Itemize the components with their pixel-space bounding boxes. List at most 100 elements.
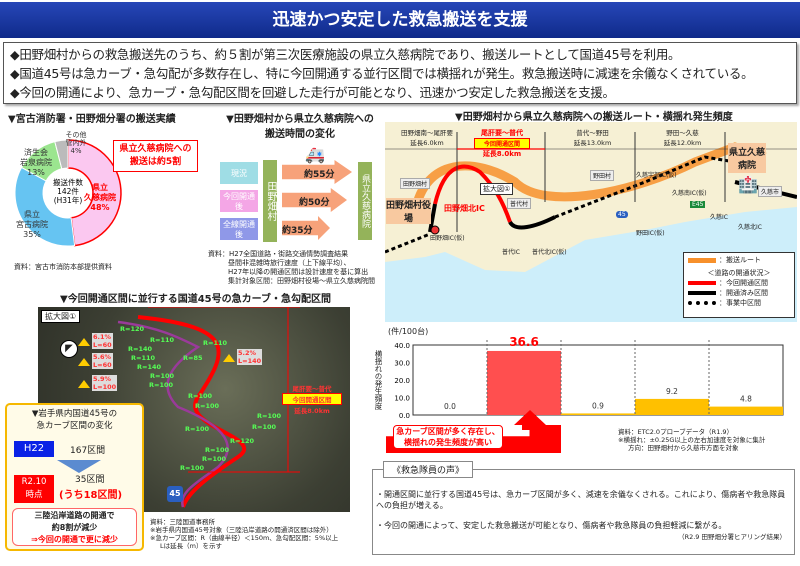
map-section: 普代～野田延長13.0km [550,127,635,147]
section-badge: 今回開通区間 [474,138,530,149]
section-name: 普代～野田 [576,129,609,137]
chart-callout: 急カーブ区間が多く存在し、 横揺れの発生頻度が高い [393,425,503,449]
radius-label: R=110 [203,339,228,347]
radius-label: R=120 [230,437,255,445]
h22-count: 167区間 [70,446,106,456]
voice-item: ・今回の開通によって、安定した救急搬送が可能となり、傷病者や救急隊員の負担軽減に… [376,521,727,530]
pie-source: 資料：宮古市消防本部提供資料 [14,263,112,271]
ic-label: 久慈IC [710,214,728,221]
section-length: 延長6.0km [410,139,444,147]
source-line: ※横揺れ：±0.25G以上の左右加速度を対象に集計 [618,436,766,444]
aerial-title: ▼今回開通区間に並行する国道45号の急カーブ・急勾配区間 [60,294,332,305]
radius-label: R=100 [257,412,282,420]
warning-sign-icon [78,358,90,366]
hospital-icon: 🏥 [738,175,758,194]
ic-label: 久慈北IC [738,224,762,231]
warning-sign-icon [223,354,235,362]
radius-label: R=120 [120,325,145,333]
warning-sign-icon [78,338,90,346]
ic-label: 野田IC(仮) [636,230,665,237]
voice-source: （R2.9 田野畑分署ヒアリング結果） [678,533,786,541]
time-title: ▼田野畑村から県立久慈病院への 搬送時間の変化 [220,110,380,140]
time-source: 資料：H27全国道路・街路交通情勢調査結果 昼間非混雑時旅行速度（上下線平均）、… [208,250,375,286]
route45-shield-icon: 45 [167,486,183,502]
route45-badge: 45 [616,211,628,218]
summary-bullet: ◆国道45号は急カーブ・急勾配が多数存在し、特に今回開通する並行区間では横揺れが… [10,66,754,81]
radius-label: R=140 [137,363,162,371]
bar [709,406,783,415]
legend-text: ：開通済み区間 [719,289,768,297]
new-section [433,164,512,223]
grade-label: 5.9% L=100 [92,375,118,391]
curves-box: ▼岩手県内国道45号の 急カーブ区間の変化 H22 167区間 R2.10 時点 … [5,403,144,551]
town-label: 久慈市 [758,186,783,197]
pie-slice [67,139,122,247]
down-arrow-icon [57,460,101,473]
compass-icon: ◤ [60,340,78,358]
section-name: 尾肝要～普代 [292,385,332,393]
time-value: 約55分 [304,170,335,180]
radius-label: R=100 [188,392,213,400]
chart-ylabel: 横揺れの発生頻度 [374,350,383,410]
pie-center-label: 搬送件数 142件(H31年) [53,177,83,205]
radius-label: R=100 [150,372,175,380]
hospital-label: 県立久慈病院 [728,143,766,173]
aerial-zoom-label: 拡大図① [41,310,81,323]
r210-sub: (うち18区間) [59,490,123,501]
pie-slice-label: その他管内外 4% [66,130,87,155]
e45-badge: E45 [690,201,706,208]
radius-label: R=100 [205,446,230,454]
radius-label: R=100 [195,402,220,410]
up-arrow-icon [514,410,546,430]
source-line: 方向：田野畑村から久慈市方面を対象 [628,444,739,452]
warning-sign-icon [78,380,90,388]
source-line: Lは延長（m）を示す [160,542,222,550]
swatch-new [688,281,716,285]
y-tick-label: 30.0 [394,360,410,368]
map-title: ▼田野畑村から県立久慈病院への搬送ルート・横揺れ発生頻度 [455,112,733,123]
bar-chart: 0.0 10.0 20.0 30.0 40.0 0.0 36.6 0.9 9.2 4.8 [394,335,784,420]
chart-unit: (件/100台) [388,327,429,336]
dest-label: 県立久慈病院 [358,162,372,240]
title-line: ▼田野畑村から県立久慈病院への [226,114,374,125]
time-row-label: 全線開通後 [220,218,258,240]
swatch-open [688,291,716,295]
r210-count: 35区間 [75,475,105,485]
callout-line: 横揺れの発生頻度が高い [404,438,492,447]
pie-chart: 県立久慈病院 48% 県立宮古病院 35% 済生会岩泉病院 13% その他管内外 4% 搬送件数… [14,130,122,247]
town-label: 普代村 [507,198,532,209]
pie-slice [14,166,76,247]
time-row-label: 現況 [220,162,258,184]
time-value: 約35分 [282,226,313,236]
h22-tag: H22 [14,441,54,457]
grade-label: 6.1% L=60 [92,333,113,349]
radius-label: R=85 [183,354,203,362]
voice-box: 《救急隊員の声》 ・開通区間に並行する国道45号は、急カーブ区間が多く、減速を余… [372,461,795,555]
summary-bullet: ◆田野畑村からの救急搬送先のうち、約５割が第三次医療施設の県立久慈病院であり、搬… [10,47,681,62]
callout-line: 県立久慈病院への [119,144,192,154]
section-name: 尾肝要～普代 [481,129,523,137]
title-line: ▼岩手県内国道45号の [31,409,118,419]
note-line: 約8割が減少 [51,523,98,532]
pie-slice [54,139,69,170]
route45-line [117,320,229,508]
source-line: ※岩手県内国道45号対象（三陸沿岸道路の開通済区間は除外） [150,526,333,534]
bar [635,398,709,415]
radius-label: R=100 [185,425,210,433]
section-length: 延長13.0km [573,139,612,147]
radius-label: R=140 [128,345,153,353]
callout-line: 搬送は約5割 [129,157,182,167]
ambulance-icon: 🚑 [305,145,325,164]
radius-label: R=100 [149,381,174,389]
chart-source: 資料：ETC2.0プローブデータ（R1.9） ※横揺れ：±0.25G以上の左右加速… [618,428,765,452]
start-label: 田野畑村役場 [386,198,431,224]
source-line: 資料：H27全国道路・街路交通情勢調査結果 [208,250,349,258]
source-line: 資料：ETC2.0プローブデータ（R1.9） [618,428,734,436]
curves-note: 三陸沿岸道路の開通で 約8割が減少 ⇒今回の開通で更に減少 [12,508,137,546]
section-length: 延長8.0km [482,150,522,158]
note-line: ⇒今回の開通で更に減少 [31,535,118,544]
ic-label: 田野畑IC(仮) [430,235,465,242]
bar-value-label: 9.2 [666,387,678,396]
legend-text: ：事業中区間 [719,299,761,307]
swatch-construction [688,301,716,305]
